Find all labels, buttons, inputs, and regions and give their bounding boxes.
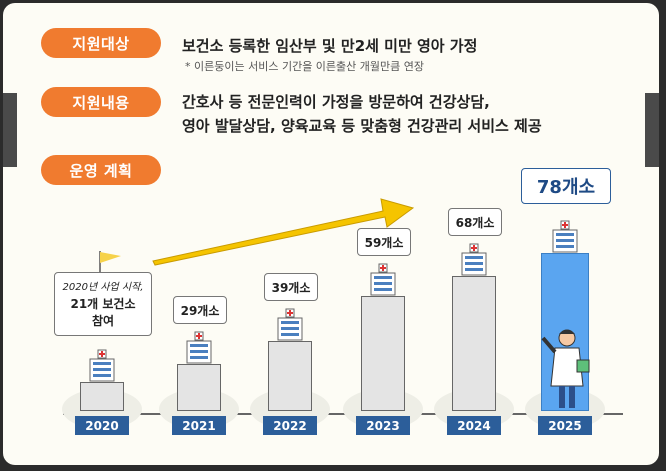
health-center-building-icon xyxy=(369,263,397,300)
growth-arrow xyxy=(152,198,415,266)
pill-content: 지원내용 xyxy=(41,87,161,117)
pill-target: 지원대상 xyxy=(41,28,161,58)
bar-2023 xyxy=(361,296,405,411)
first-label-line: 2020년 사업 시작, xyxy=(62,281,144,293)
pill-plan: 운영 계획 xyxy=(41,155,161,185)
value-label: 68개소 xyxy=(448,208,502,236)
nurse-illustration xyxy=(537,328,597,417)
value-label: 29개소 xyxy=(173,296,227,324)
value-label: 39개소 xyxy=(264,273,318,301)
year-label: 2022 xyxy=(263,416,317,435)
year-label: 2020 xyxy=(75,416,129,435)
content-text-line1: 간호사 등 전문인력이 가정을 방문하여 건강상담, xyxy=(182,93,490,111)
year-label: 2023 xyxy=(356,416,410,435)
year-label: 2025 xyxy=(538,416,592,435)
flag-icon xyxy=(100,252,121,263)
bar-2022 xyxy=(268,341,312,411)
bar-2024 xyxy=(452,276,496,411)
value-label: 78개소 xyxy=(521,168,611,204)
health-center-building-icon xyxy=(276,308,304,345)
left-edge-panel xyxy=(3,93,17,167)
right-edge-panel xyxy=(645,93,659,167)
year-label: 2021 xyxy=(172,416,226,435)
health-center-building-icon xyxy=(460,243,488,280)
content-text-line2: 영아 발달상담, 양육교육 등 맞춤형 건강관리 서비스 제공 xyxy=(182,117,542,135)
first-label-line: 21개 보건소 xyxy=(70,296,136,311)
infographic-card: 지원대상 보건소 등록한 임산부 및 만2세 미만 영아 가정 * 이른둥이는 … xyxy=(3,3,659,465)
health-center-building-icon xyxy=(551,220,579,257)
health-center-building-icon xyxy=(185,331,213,368)
chart-baseline xyxy=(63,413,623,415)
target-note: * 이른둥이는 서비스 기간을 이른출산 개월만큼 연장 xyxy=(185,60,424,73)
year-label: 2024 xyxy=(447,416,501,435)
bar-2021 xyxy=(177,364,221,411)
bar-2020 xyxy=(80,382,124,411)
target-text: 보건소 등록한 임산부 및 만2세 미만 영아 가정 xyxy=(182,37,478,55)
first-label-line: 참여 xyxy=(91,313,115,328)
value-label: 59개소 xyxy=(357,228,411,256)
health-center-building-icon xyxy=(88,349,116,386)
